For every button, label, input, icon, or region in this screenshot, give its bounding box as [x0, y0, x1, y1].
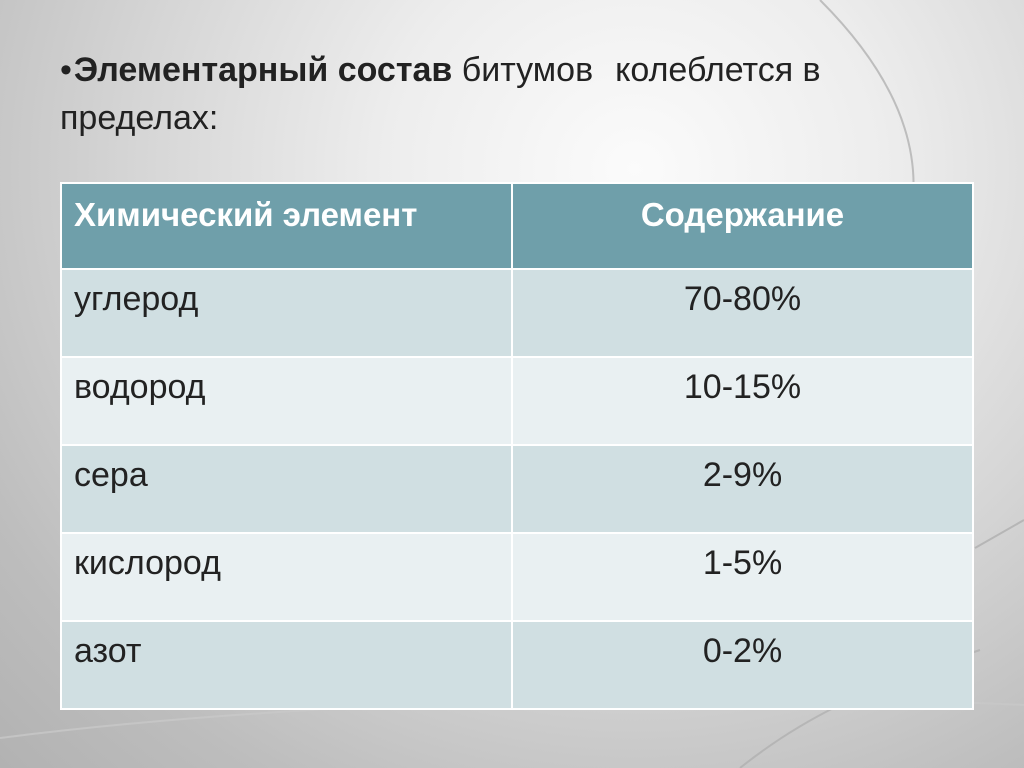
header-content: Содержание	[511, 182, 974, 270]
slide-title: •Элементарный состав битумов колеблется в…	[60, 46, 980, 142]
content-cell: 0-2%	[511, 620, 974, 710]
element-cell: кислород	[60, 532, 513, 622]
bullet-marker: •	[60, 51, 72, 89]
table-row: кислород 1-5%	[60, 532, 974, 622]
table-row: углерод 70-80%	[60, 268, 974, 358]
composition-table: Химический элемент Содержание углерод 70…	[60, 182, 974, 710]
table-header-row: Химический элемент Содержание	[60, 182, 974, 270]
element-cell: водород	[60, 356, 513, 446]
title-text-part-1: битумов	[461, 51, 594, 89]
table-row: азот 0-2%	[60, 620, 974, 710]
title-bold-text: Элементарный состав	[73, 51, 453, 89]
element-cell: сера	[60, 444, 513, 534]
title-text-part-2: колеблется в пределах:	[60, 51, 821, 137]
content-cell: 1-5%	[511, 532, 974, 622]
table-row: сера 2-9%	[60, 444, 974, 534]
content-cell: 10-15%	[511, 356, 974, 446]
element-cell: азот	[60, 620, 513, 710]
content-cell: 2-9%	[511, 444, 974, 534]
content-cell: 70-80%	[511, 268, 974, 358]
header-element: Химический элемент	[60, 182, 513, 270]
table-row: водород 10-15%	[60, 356, 974, 446]
composition-table-container: Химический элемент Содержание углерод 70…	[60, 182, 974, 710]
element-cell: углерод	[60, 268, 513, 358]
